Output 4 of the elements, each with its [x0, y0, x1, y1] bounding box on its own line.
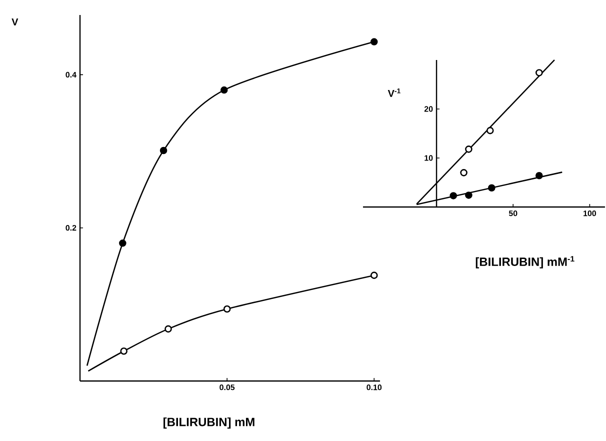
x-axis-title: [BILIRUBIN] mM$^{-1}$: [476, 256, 574, 268]
x-axis-title: [BILIRUBIN] mM: [164, 417, 254, 429]
y-axis-title: V: [12, 18, 18, 26]
y-axis-title: V$^{-1}$: [388, 88, 400, 97]
